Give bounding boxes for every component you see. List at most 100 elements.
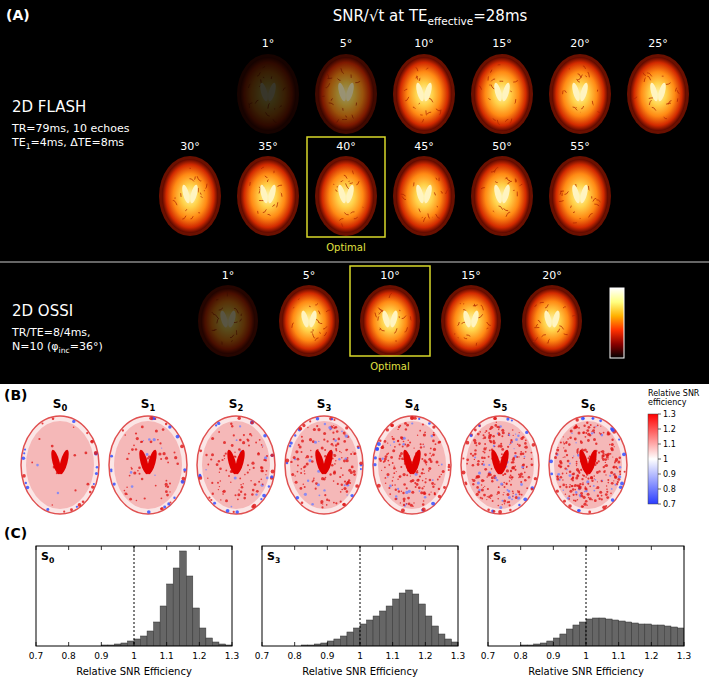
sulcus: [339, 219, 343, 221]
speck: [492, 500, 494, 502]
speck: [247, 464, 249, 466]
rim-speck: [110, 468, 112, 470]
rim-speck: [217, 422, 220, 425]
speck: [569, 474, 572, 477]
speck: [525, 439, 527, 441]
brain: [552, 57, 608, 131]
speck: [176, 462, 179, 465]
text-line: Relative SNR: [648, 389, 700, 398]
speck: [501, 435, 503, 437]
rim-speck: [342, 503, 345, 506]
speck: [526, 487, 528, 489]
speck: [476, 486, 479, 489]
sulcus: [263, 209, 267, 212]
rim-speck: [443, 486, 446, 489]
skull: [393, 156, 455, 236]
speck: [144, 497, 146, 499]
sulcus: [545, 304, 548, 308]
speck: [510, 475, 512, 477]
sulcus: [591, 196, 592, 198]
colorbar-tick: [658, 414, 661, 415]
speck: [311, 460, 314, 463]
x-tick-label: 1.2: [418, 651, 432, 661]
sulcus: [473, 305, 478, 306]
text-part: 1: [149, 403, 155, 413]
speck: [587, 493, 590, 496]
speck: [422, 443, 424, 445]
rim-speck: [316, 417, 320, 421]
speck: [73, 426, 75, 428]
x-tick-top: [68, 546, 69, 550]
speck: [613, 473, 615, 475]
speck: [135, 448, 137, 450]
speck: [615, 477, 617, 479]
brain-image: [315, 54, 377, 134]
sulcus: [466, 335, 470, 336]
speck: [420, 446, 422, 448]
colorbar-tick-label: 1.3: [663, 410, 676, 419]
speck: [508, 434, 510, 436]
sulcus: [598, 111, 601, 113]
speck: [247, 439, 249, 441]
sulcus: [479, 86, 482, 90]
speck: [525, 446, 528, 449]
map-label: S3: [317, 397, 332, 413]
sulcus: [513, 81, 518, 83]
speck: [473, 439, 476, 442]
sulcus: [633, 97, 638, 99]
speck: [329, 473, 331, 475]
speck: [224, 458, 225, 459]
speck: [421, 472, 423, 474]
sulcus: [263, 77, 264, 78]
sulcus: [459, 303, 461, 305]
speck: [342, 474, 344, 476]
speck: [476, 476, 477, 477]
sulcus: [267, 180, 268, 182]
hist-title: S6: [493, 550, 506, 565]
sulcus: [271, 76, 273, 79]
speck: [130, 471, 133, 474]
brain: [396, 159, 452, 233]
speck: [320, 500, 323, 503]
speck: [488, 436, 491, 439]
rim-speck: [263, 434, 267, 438]
sulcus: [402, 196, 406, 199]
row-params: TE1=4ms, ΔTE=8ms: [11, 136, 124, 151]
speck: [297, 465, 299, 467]
speck: [602, 455, 605, 458]
speck: [568, 495, 570, 497]
sulcus: [344, 175, 347, 179]
ventricle: [493, 184, 504, 204]
speck: [430, 460, 433, 463]
speck: [515, 433, 516, 434]
speck: [354, 452, 357, 455]
speck: [497, 491, 500, 494]
sulcus: [498, 64, 501, 65]
speck: [333, 471, 336, 474]
speck: [581, 478, 583, 480]
speck: [403, 497, 406, 500]
speck: [244, 474, 246, 476]
speck: [252, 489, 255, 492]
speck: [346, 494, 347, 495]
speck: [335, 444, 337, 446]
speck: [484, 444, 486, 446]
row-name: 2D FLASH: [12, 98, 86, 116]
speck: [290, 461, 292, 463]
rim-speck: [431, 502, 435, 506]
rim-speck: [160, 508, 162, 510]
speck: [518, 474, 520, 476]
speck: [434, 484, 436, 486]
speck: [563, 447, 564, 448]
ventricle: [337, 184, 348, 204]
speck: [240, 491, 242, 493]
sulcus: [664, 117, 667, 119]
sulcus: [596, 200, 600, 202]
sulcus: [362, 206, 364, 208]
ventricle: [337, 82, 348, 102]
speck: [585, 432, 587, 434]
rim-speck: [235, 510, 239, 514]
sulcus: [564, 333, 568, 335]
speck: [572, 457, 574, 459]
x-tick-top: [520, 546, 521, 550]
